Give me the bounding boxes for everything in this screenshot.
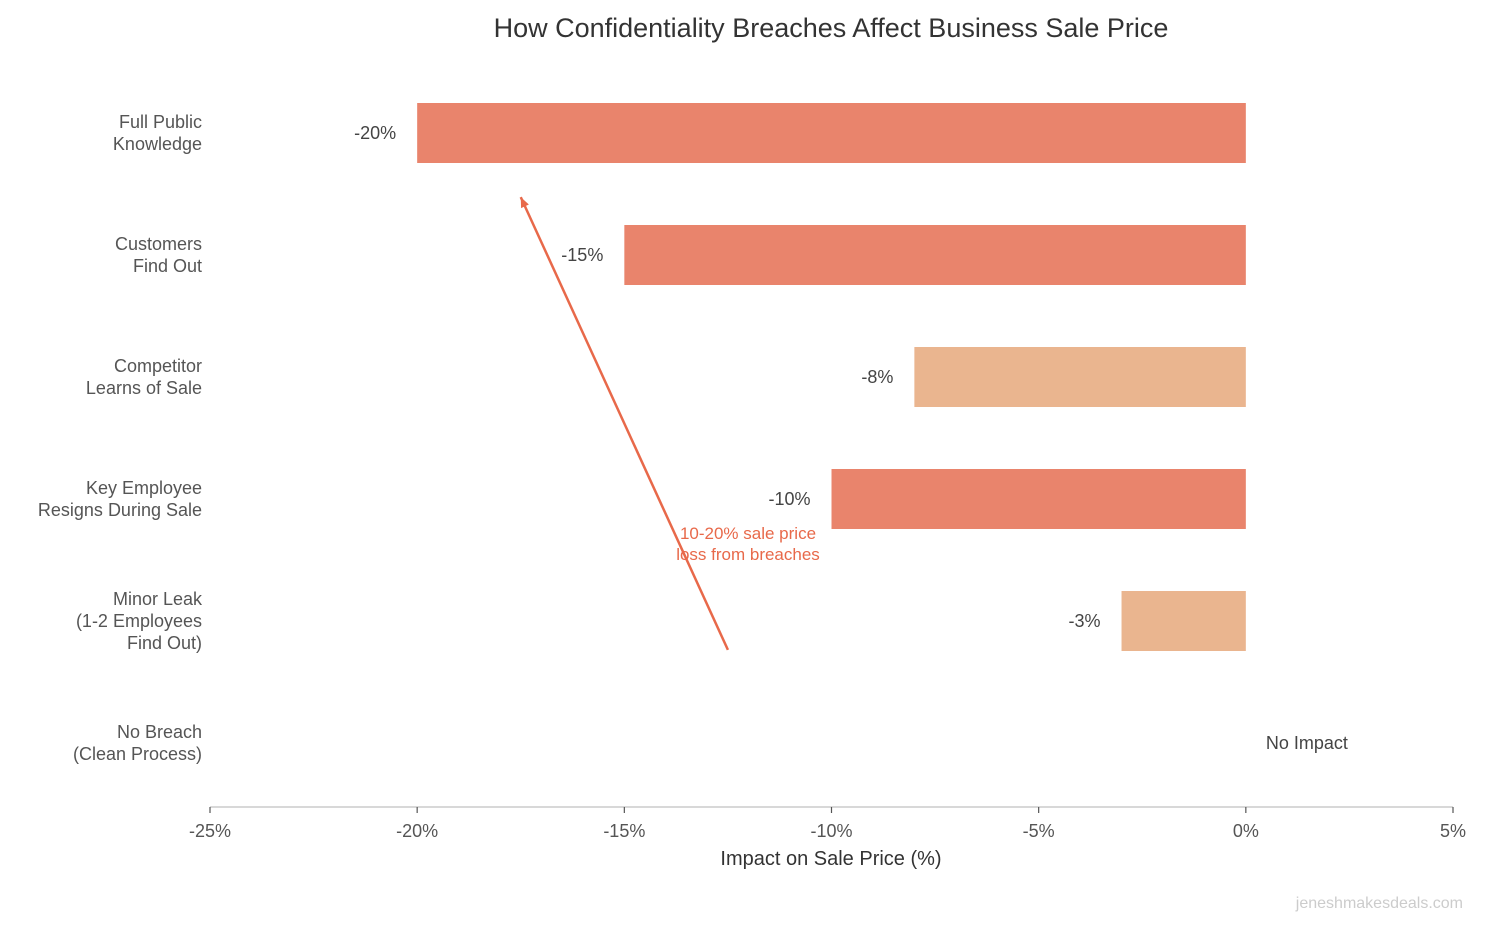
category-label: No Breach (Clean Process)	[73, 722, 202, 764]
x-tick-label: -5%	[1023, 821, 1055, 841]
x-tick-label: -10%	[810, 821, 852, 841]
annotation-text: 10-20% sale price loss from breaches	[676, 524, 820, 564]
data-label: -3%	[1069, 611, 1101, 631]
bar	[831, 469, 1246, 529]
data-label: -20%	[354, 123, 396, 143]
category-label: Minor Leak (1-2 Employees Find Out)	[76, 589, 203, 653]
data-label: No Impact	[1266, 733, 1348, 753]
x-tick-label: -20%	[396, 821, 438, 841]
x-tick-label: 5%	[1440, 821, 1466, 841]
x-tick-label: -15%	[603, 821, 645, 841]
bar	[417, 103, 1246, 163]
x-tick-label: -25%	[189, 821, 231, 841]
annotation-arrow	[519, 196, 730, 651]
bar	[624, 225, 1246, 285]
bar	[914, 347, 1246, 407]
category-label: Full Public Knowledge	[113, 112, 202, 154]
watermark: jeneshmakesdeals.com	[1295, 895, 1463, 912]
category-label: Customers Find Out	[115, 234, 202, 276]
data-label: -15%	[561, 245, 603, 265]
data-label: -10%	[768, 489, 810, 509]
data-label: -8%	[861, 367, 893, 387]
chart-title: How Confidentiality Breaches Affect Busi…	[494, 13, 1169, 43]
category-label: Competitor Learns of Sale	[86, 356, 202, 398]
arrowhead-icon	[520, 197, 529, 209]
bar	[1121, 591, 1246, 651]
x-tick-label: 0%	[1233, 821, 1259, 841]
x-axis-label: Impact on Sale Price (%)	[720, 848, 941, 870]
category-label: Key Employee Resigns During Sale	[38, 478, 202, 520]
